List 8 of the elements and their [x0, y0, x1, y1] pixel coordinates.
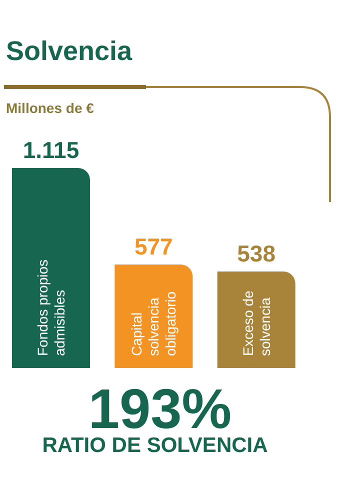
x-tick-label: Fondos propios admisibles [34, 259, 68, 356]
x-tick-label: Capital solvencia obligatorio [128, 291, 179, 356]
data-label: 1.115 [22, 137, 80, 163]
data-label: 577 [134, 234, 173, 260]
chart-subtitle: Millones de € [6, 100, 94, 116]
data-label: 538 [237, 240, 276, 266]
x-tick-label: Exceso de solvencia [240, 290, 273, 356]
chart-title: Solvencia [6, 36, 132, 67]
